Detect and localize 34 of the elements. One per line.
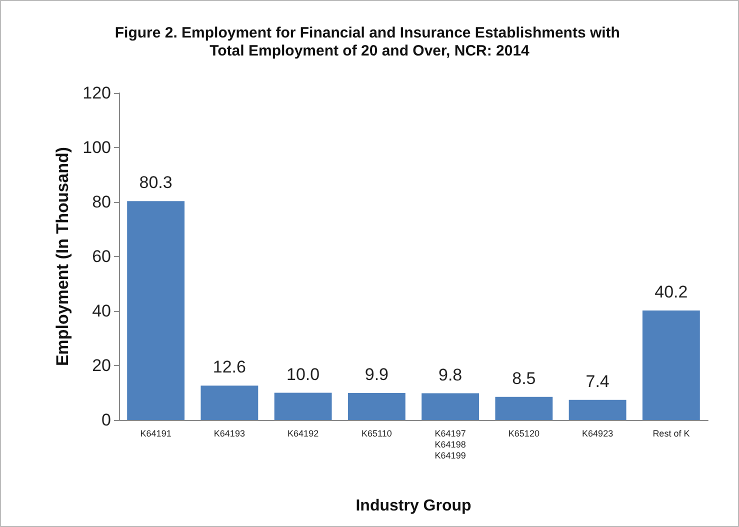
- y-tick-label: 80: [92, 192, 111, 212]
- x-tick-label: K64191: [140, 428, 172, 438]
- bar: [127, 201, 185, 420]
- data-label: 10.0: [286, 364, 320, 384]
- data-label: 12.6: [212, 358, 246, 377]
- x-tick-label: K64923: [582, 428, 614, 438]
- y-tick-label: 0: [102, 410, 111, 430]
- bar: [495, 396, 553, 420]
- y-tick-label: 100: [82, 138, 111, 157]
- bar: [348, 393, 406, 420]
- x-tick-label: K65110: [362, 428, 392, 438]
- x-tick-label: Rest of K: [652, 428, 690, 438]
- chart-title: Figure 2. Employment for Financial and Insurance Establishments with Total Employment of 20 and Over, NCR: 2014: [114, 24, 624, 60]
- y-axis-title: Employment (In Thousand): [53, 146, 72, 366]
- bar: [422, 393, 480, 420]
- data-label: 80.3: [139, 173, 172, 192]
- x-tick-label: K64197 K64198 K64199: [434, 428, 466, 460]
- data-label: 40.2: [654, 282, 688, 302]
- x-tick-label: K65120: [508, 428, 540, 438]
- y-tick-label: 120: [82, 84, 111, 102]
- y-tick-label: 20: [92, 356, 111, 375]
- bar: [274, 392, 332, 420]
- x-tick-label: K64193: [214, 428, 245, 438]
- data-label: 9.8: [438, 365, 462, 384]
- x-axis-title: Industry Group: [356, 498, 472, 514]
- data-label: 9.9: [364, 365, 389, 384]
- y-tick-label: 60: [92, 247, 111, 266]
- data-label: 8.5: [512, 368, 536, 388]
- data-label: 7.4: [586, 372, 610, 391]
- bar: [200, 386, 258, 420]
- bar: [642, 310, 700, 420]
- y-tick-label: 40: [92, 302, 111, 320]
- bar: [568, 400, 626, 420]
- x-tick-label: K64192: [288, 428, 319, 438]
